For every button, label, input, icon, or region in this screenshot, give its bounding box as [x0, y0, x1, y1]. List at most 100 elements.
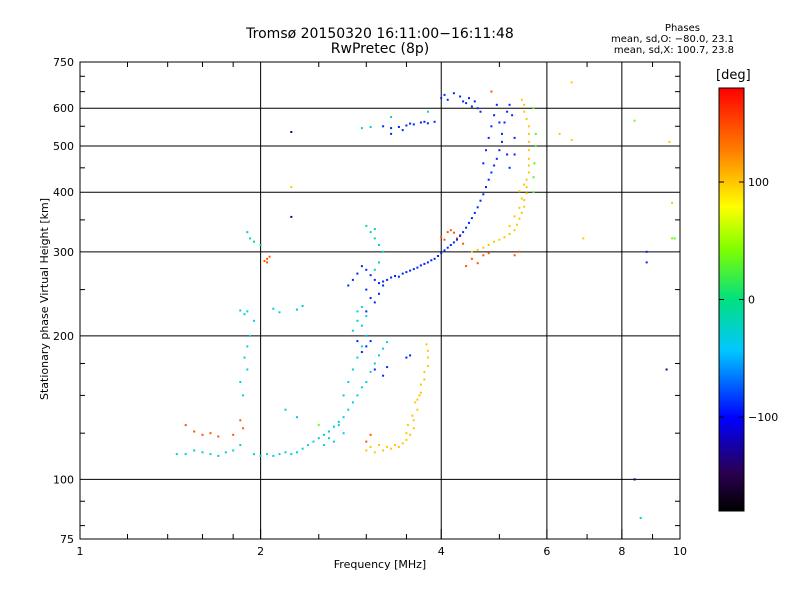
data-point: [373, 451, 376, 454]
data-point: [532, 107, 535, 110]
phase-info-line-o: mean, sd,O: −80.0, 23.1: [611, 34, 734, 45]
data-point: [373, 237, 376, 240]
data-point: [501, 140, 503, 143]
data-point: [369, 274, 372, 277]
data-point: [452, 241, 455, 244]
data-point: [242, 427, 245, 430]
data-point: [369, 445, 372, 448]
data-point: [482, 162, 485, 165]
data-point: [175, 453, 178, 456]
data-point: [459, 234, 462, 237]
data-point: [527, 140, 530, 143]
data-point: [259, 244, 262, 246]
data-point: [419, 264, 422, 267]
data-point: [490, 171, 493, 174]
data-point: [414, 401, 417, 404]
data-point: [525, 178, 528, 181]
data-point: [301, 447, 304, 450]
data-point: [479, 110, 482, 113]
data-point: [527, 132, 530, 135]
data-point: [533, 162, 536, 165]
data-point: [671, 201, 674, 204]
data-point: [296, 451, 298, 454]
data-point: [397, 126, 400, 128]
data-point: [365, 268, 368, 271]
data-point: [468, 97, 470, 100]
data-point: [373, 268, 376, 271]
data-point: [465, 265, 468, 268]
x-tick-label: 2: [257, 545, 264, 558]
data-point: [446, 246, 449, 249]
data-point: [360, 345, 363, 348]
data-point: [430, 259, 433, 262]
data-point: [405, 124, 408, 127]
data-point: [239, 444, 242, 447]
data-point: [382, 284, 385, 287]
data-point: [405, 438, 408, 441]
data-point: [520, 211, 523, 214]
chart-subtitle: RwPretec (8p): [330, 41, 430, 57]
data-point: [360, 127, 363, 130]
data-point: [513, 215, 516, 218]
data-point: [243, 356, 246, 359]
data-point: [476, 206, 479, 209]
data-point: [382, 449, 385, 452]
data-point: [449, 229, 452, 232]
data-point: [419, 383, 422, 386]
data-point: [253, 319, 255, 322]
data-point: [373, 368, 376, 371]
data-point: [394, 275, 396, 277]
data-point: [239, 381, 242, 383]
data-point: [426, 122, 429, 125]
data-point: [342, 432, 345, 435]
data-point: [390, 116, 393, 118]
data-point: [296, 308, 298, 311]
data-point: [513, 153, 516, 156]
data-point: [487, 252, 490, 255]
data-point: [390, 276, 393, 279]
y-tick-label: 500: [53, 140, 74, 153]
data-point: [253, 240, 255, 243]
data-point: [337, 424, 340, 427]
data-point: [401, 442, 404, 445]
data-point: [532, 191, 535, 194]
data-point: [356, 340, 359, 343]
data-point: [246, 310, 249, 313]
data-point: [347, 408, 350, 411]
data-point: [360, 324, 363, 327]
data-point: [482, 193, 485, 196]
data-point: [418, 394, 421, 397]
data-point: [423, 120, 426, 123]
data-point: [493, 164, 496, 167]
data-point: [351, 368, 354, 371]
data-point: [184, 424, 187, 427]
data-point: [482, 254, 485, 257]
data-point: [365, 334, 368, 337]
data-point: [217, 435, 220, 438]
data-point: [487, 244, 490, 246]
data-point: [423, 262, 426, 265]
data-point: [479, 199, 482, 202]
data-point: [272, 307, 275, 310]
data-point: [278, 453, 281, 456]
data-point: [397, 445, 400, 448]
data-point: [217, 454, 220, 457]
data-point: [369, 370, 372, 373]
data-point: [456, 237, 458, 240]
data-point: [401, 272, 404, 275]
data-point: [249, 237, 251, 240]
data-point: [332, 440, 335, 443]
data-point: [184, 453, 187, 456]
y-tick-label: 300: [53, 246, 74, 259]
data-point: [232, 449, 235, 452]
data-point: [633, 478, 636, 481]
data-point: [525, 117, 528, 120]
data-point: [369, 433, 372, 436]
data-point: [570, 81, 573, 84]
data-point: [365, 381, 368, 383]
data-point: [476, 248, 479, 251]
data-point: [405, 271, 408, 274]
data-point: [382, 125, 385, 128]
data-point: [328, 437, 330, 440]
data-point: [518, 206, 521, 209]
